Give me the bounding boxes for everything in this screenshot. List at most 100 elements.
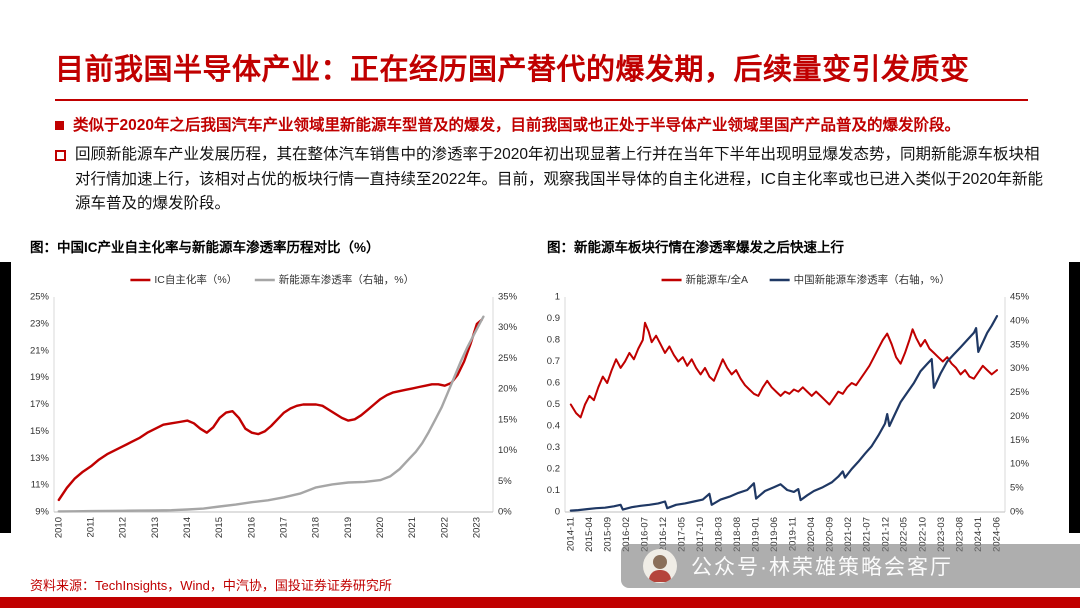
legend-label: 新能源车/全A xyxy=(686,273,748,286)
source-note: 资料来源：TechInsights，Wind，中汽协，国投证券证券研究所 xyxy=(30,578,392,593)
ic-chart-canvas: 9% 11% 13% 15% 17% 19% 21% 23% 25% 0% 5% 10% 15% 20% 2… xyxy=(30,273,518,538)
left-figure-title: 图：中国IC产业自主化率与新能源车渗透率历程对比（%） xyxy=(30,240,380,255)
x-tick-label: 2015-04 xyxy=(584,517,595,552)
right-tick-label: 5% xyxy=(1010,483,1024,494)
right-tick-label: 15% xyxy=(498,414,518,425)
left-tick-label: 11% xyxy=(31,480,50,491)
page-title: 目前我国半导体产业：正在经历国产替代的爆发期，后续量变引发质变 xyxy=(55,54,970,86)
series-line xyxy=(569,321,998,419)
left-black-bar xyxy=(0,262,11,533)
right-tick-label: 35% xyxy=(498,292,518,303)
x-tick-label: 2016-12 xyxy=(658,517,669,552)
x-tick-label: 2016 xyxy=(246,517,257,538)
watermark-avatar-icon xyxy=(643,549,677,583)
x-tick-label: 2023-08 xyxy=(954,517,965,552)
x-tick-label: 2018-08 xyxy=(732,517,743,552)
nev-chart-canvas: 00.10.20.30.40.50.60.70.80.910%5%10%15%2… xyxy=(547,273,1030,552)
x-tick-label: 2021-07 xyxy=(862,517,873,552)
series-line xyxy=(569,314,999,512)
legend-label: 中国新能源车渗透率（右轴，%） xyxy=(794,273,950,286)
right-tick-label: 40% xyxy=(1010,315,1030,326)
left-tick-label: 13% xyxy=(30,453,50,464)
x-tick-label: 2017-10 xyxy=(695,517,706,552)
key-point-bullet: 类似于2020年之后我国汽车产业领域里新能源车型普及的爆发，目前我国或也正处于半… xyxy=(55,114,1050,139)
right-tick-label: 5% xyxy=(498,476,512,487)
x-tick-label: 2014-11 xyxy=(565,517,576,551)
left-tick-label: 19% xyxy=(30,372,50,383)
x-tick-label: 2018-03 xyxy=(714,517,725,552)
bottom-red-bar xyxy=(0,597,1080,608)
left-tick-label: 0.1 xyxy=(547,485,560,496)
x-tick-label: 2011 xyxy=(85,517,96,537)
x-tick-label: 2019 xyxy=(343,517,354,538)
x-tick-label: 2017-05 xyxy=(677,517,688,552)
legend-label: 新能源车渗透率（右轴，%） xyxy=(279,273,414,286)
right-figure-title: 图：新能源车板块行情在渗透率爆发之后快速上行 xyxy=(547,240,844,255)
x-tick-label: 2015 xyxy=(214,517,225,538)
right-tick-label: 10% xyxy=(498,445,518,456)
left-tick-label: 0.7 xyxy=(547,356,560,367)
x-tick-label: 2012 xyxy=(118,517,129,538)
bullet-filled-square-icon xyxy=(55,121,64,130)
detail-text: 回顾新能源车产业发展历程，其在整体汽车销售中的渗透率于2020年初出现显著上行并… xyxy=(75,146,1043,212)
title-underline xyxy=(55,99,1028,101)
x-tick-label: 2015-09 xyxy=(602,517,613,552)
x-tick-label: 2019-11 xyxy=(788,517,799,551)
right-tick-label: 35% xyxy=(1010,339,1030,350)
left-tick-label: 25% xyxy=(30,292,50,303)
x-tick-label: 2016-07 xyxy=(640,517,651,552)
ic-localization-chart: 9% 11% 13% 15% 17% 19% 21% 23% 25% 0% 5% 10% 15% 20% 2… xyxy=(14,258,529,559)
x-tick-label: 2022-10 xyxy=(917,517,928,552)
x-tick-label: 2010 xyxy=(53,517,64,538)
bullet-outline-square-icon xyxy=(55,150,66,161)
x-tick-label: 2013 xyxy=(150,517,161,538)
x-tick-label: 2022-05 xyxy=(899,517,910,552)
right-tick-label: 10% xyxy=(1010,459,1030,470)
series-line xyxy=(57,318,483,502)
series-line xyxy=(57,315,485,513)
left-tick-label: 9% xyxy=(35,507,49,518)
left-tick-label: 1 xyxy=(555,292,560,303)
right-tick-label: 45% xyxy=(1010,292,1030,303)
right-tick-label: 15% xyxy=(1010,435,1030,446)
x-tick-label: 2019-06 xyxy=(769,517,780,552)
watermark-text: 公众号·林荣雄策略会客厅 xyxy=(691,556,953,579)
left-tick-label: 0.8 xyxy=(547,335,560,346)
right-tick-label: 20% xyxy=(1010,411,1030,422)
x-tick-label: 2020 xyxy=(375,517,386,538)
x-tick-label: 2024-01 xyxy=(973,517,984,552)
x-tick-label: 2018 xyxy=(311,517,322,538)
detail-bullet: 回顾新能源车产业发展历程，其在整体汽车销售中的渗透率于2020年初出现显著上行并… xyxy=(55,143,1050,217)
left-tick-label: 0.5 xyxy=(547,399,560,410)
key-point-text: 类似于2020年之后我国汽车产业领域里新能源车型普及的爆发，目前我国或也正处于半… xyxy=(73,117,960,134)
x-tick-label: 2023-03 xyxy=(936,517,947,552)
right-tick-label: 25% xyxy=(498,353,518,364)
left-tick-label: 0.6 xyxy=(547,378,560,389)
left-tick-label: 0 xyxy=(555,507,560,518)
left-tick-label: 15% xyxy=(30,426,50,437)
x-tick-label: 2021-02 xyxy=(843,517,854,552)
right-tick-label: 30% xyxy=(1010,363,1030,374)
right-tick-label: 25% xyxy=(1010,387,1030,398)
x-tick-label: 2020-09 xyxy=(825,517,836,552)
x-tick-label: 2022 xyxy=(439,517,450,538)
x-tick-label: 2017 xyxy=(278,517,289,538)
watermark: 公众号·林荣雄策略会客厅 xyxy=(621,544,1080,588)
x-tick-label: 2023 xyxy=(471,517,482,538)
right-tick-label: 0% xyxy=(498,507,512,518)
x-tick-label: 2021-12 xyxy=(880,517,891,552)
x-tick-label: 2016-02 xyxy=(621,517,632,552)
x-tick-label: 2014 xyxy=(182,517,193,538)
left-tick-label: 21% xyxy=(30,345,50,356)
left-tick-label: 0.4 xyxy=(547,421,560,432)
nev-sector-chart: 0 0.1 0.2 0.3 0.4 0.5 0.6 0.7 0.8 0.9 1 0% 5% 10% 15% 2… xyxy=(545,258,1065,559)
right-tick-label: 30% xyxy=(498,322,518,333)
x-tick-label: 2020-04 xyxy=(806,517,817,552)
right-tick-label: 20% xyxy=(498,384,518,395)
x-tick-label: 2019-01 xyxy=(751,517,762,552)
left-tick-label: 0.9 xyxy=(547,313,560,324)
x-tick-label: 2021 xyxy=(407,517,418,538)
right-tick-label: 0% xyxy=(1010,507,1024,518)
left-tick-label: 0.2 xyxy=(547,464,560,475)
